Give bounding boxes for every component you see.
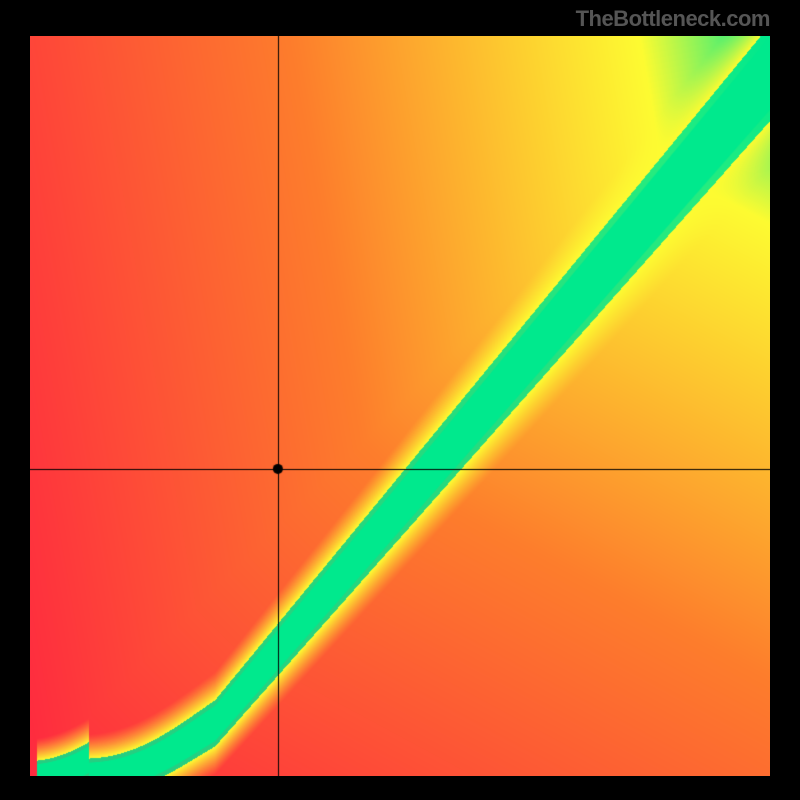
chart-container: TheBottleneck.com bbox=[0, 0, 800, 800]
watermark-text: TheBottleneck.com bbox=[576, 6, 770, 32]
bottleneck-heatmap bbox=[30, 36, 770, 776]
